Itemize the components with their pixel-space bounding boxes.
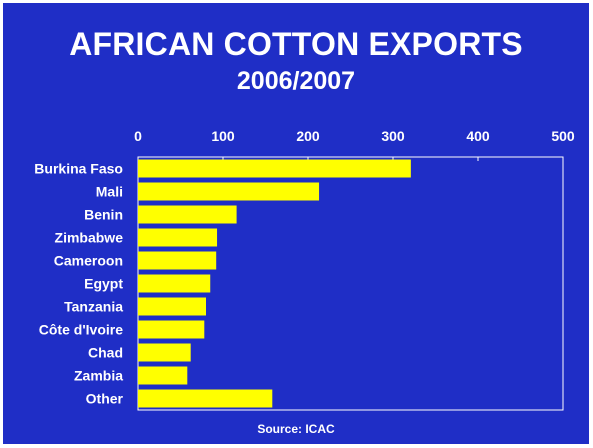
slide-background: AFRICAN COTTON EXPORTS 2006/2007 Source:… [3, 3, 589, 444]
x-tick-label: 0 [134, 128, 142, 144]
chart-subtitle: 2006/2007 [236, 67, 356, 95]
bar [138, 159, 411, 178]
x-tick-label: 300 [381, 128, 405, 144]
bar [138, 274, 211, 293]
x-tick-label: 100 [211, 128, 235, 144]
x-tick-label: 200 [296, 128, 320, 144]
category-label: Tanzania [64, 299, 123, 315]
category-label: Benin [84, 207, 123, 223]
category-label: Zimbabwe [55, 230, 124, 246]
bar [138, 297, 206, 316]
category-label: Cameroon [54, 253, 123, 269]
bar [138, 343, 191, 362]
category-label: Zambia [74, 368, 123, 384]
x-tick-label: 400 [466, 128, 490, 144]
bar [138, 205, 237, 224]
bar [138, 389, 273, 408]
category-label: Mali [96, 184, 123, 200]
bar [138, 228, 218, 247]
category-label: Côte d'Ivoire [39, 322, 123, 338]
bar [138, 366, 188, 385]
bar [138, 251, 217, 270]
category-label: Egypt [84, 276, 123, 292]
x-tick-label: 500 [551, 128, 575, 144]
category-label: Other [86, 391, 124, 407]
bar [138, 182, 320, 201]
category-label: Chad [88, 345, 123, 361]
category-label: Burkina Faso [34, 161, 123, 177]
source-note: Source: ICAC [257, 422, 335, 436]
chart-title: AFRICAN COTTON EXPORTS [69, 26, 523, 62]
bar [138, 320, 205, 339]
